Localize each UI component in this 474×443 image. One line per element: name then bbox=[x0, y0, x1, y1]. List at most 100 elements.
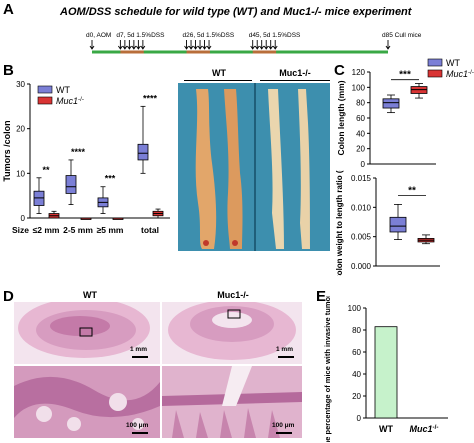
histology-muc1-highmag: 100 μm bbox=[162, 366, 302, 438]
panel-a-title: AOM/DSS schedule for wild type (WT) and … bbox=[60, 6, 412, 18]
length-ytick-label-4: 80 bbox=[356, 99, 365, 108]
panel-d-label: D bbox=[3, 288, 14, 305]
dss-arrow-1-0 bbox=[118, 40, 123, 50]
dss-arrow-1-4 bbox=[136, 40, 141, 50]
tumors-legend-label-1: Muc1-/- bbox=[56, 96, 84, 106]
invasive-ytick-label-5: 100 bbox=[348, 304, 362, 313]
dss-block-3 bbox=[252, 50, 277, 54]
timeline-label-0: d0, AOM bbox=[86, 32, 111, 39]
dss-arrow-1-3 bbox=[131, 40, 137, 50]
length-legend-swatch-0 bbox=[427, 58, 443, 67]
tumors-size-prefix: Size bbox=[12, 225, 29, 235]
tumors-legend-label-0: WT bbox=[56, 85, 70, 95]
tumors-WT-3-box bbox=[137, 143, 149, 161]
invasive-ytick-label-2: 40 bbox=[352, 370, 361, 379]
dss-arrow-3-4 bbox=[268, 40, 274, 50]
panel-c-label: C bbox=[334, 62, 345, 79]
tumors-significance-0: ** bbox=[42, 165, 50, 175]
length-WT-box bbox=[382, 98, 400, 109]
panel-e-label: E bbox=[316, 288, 327, 305]
length-legend-label-1: Muc1-/- bbox=[446, 69, 474, 79]
tumors-xtick-label-3: total bbox=[141, 225, 159, 235]
ratio-significance: ** bbox=[408, 186, 416, 197]
timeline-arrow-4 bbox=[385, 40, 391, 50]
length-ytick-label-0: 0 bbox=[361, 160, 366, 169]
invasive-ylabel: The percentage of mice with invasive tum… bbox=[323, 296, 332, 442]
length-legend-label-0: WT bbox=[446, 58, 460, 68]
timeline-label-4: d85 Cull mice bbox=[382, 32, 422, 39]
weight-length-ratio-chart: Colon weight to length ratio (g) 0.000 0.0… bbox=[336, 170, 440, 276]
length-ytick-label-2: 40 bbox=[356, 129, 365, 138]
histology-header-muc1: Muc1-/- bbox=[217, 290, 249, 300]
timeline-label-2: d26, 5d 1.5%DSS bbox=[183, 32, 235, 39]
tumors-significance-3: **** bbox=[143, 93, 158, 103]
photo-header-wt: WT bbox=[212, 68, 226, 78]
ratio-ytick-label-0: 0.000 bbox=[351, 262, 372, 271]
dss-arrow-1-1 bbox=[122, 40, 128, 50]
length-ylabel: Colon length (mm) bbox=[336, 80, 346, 155]
length-significance: *** bbox=[399, 70, 411, 81]
tumors-ylabel: Tumors /colon bbox=[2, 120, 12, 181]
tumors-ytick-label-0: 0 bbox=[21, 214, 26, 223]
tumors-ytick-label-3: 30 bbox=[16, 80, 25, 89]
invasive-xtick-label-1: Muc1-/- bbox=[410, 424, 439, 434]
dss-arrow-3-0 bbox=[250, 40, 256, 50]
scalebar-label-2: 1 mm bbox=[276, 346, 293, 353]
photo-header-line-muc1 bbox=[260, 80, 330, 81]
timeline-label-1: d7, 5d 1.5%DSS bbox=[116, 32, 165, 39]
ratio-WT-box bbox=[389, 216, 407, 233]
dss-block-2 bbox=[186, 50, 210, 54]
tumors-ytick-label-1: 10 bbox=[16, 169, 25, 178]
tumors-xtick-label-0: ≤2 mm bbox=[33, 225, 60, 235]
dss-arrow-3-1 bbox=[254, 40, 260, 50]
schedule-timeline: d0, AOM d7, 5d 1.5%DSS d26, 5d 1.5%DSS d45,… bbox=[86, 32, 422, 54]
invasive-bar-0 bbox=[374, 326, 398, 419]
timeline-label-3: d45, 5d 1.5%DSS bbox=[249, 32, 301, 39]
length-ytick-label-6: 120 bbox=[352, 68, 366, 77]
histology-wt-highmag: 100 μm bbox=[14, 366, 160, 438]
tumors-per-colon-chart: Tumors /colon 0 10 20 30 ** ≤2 mm **** 2-5 mm ***… bbox=[2, 80, 170, 235]
scalebar-label-4: 100 μm bbox=[272, 422, 295, 429]
invasive-ytick-label-0: 0 bbox=[357, 414, 362, 423]
timeline-arrow-0 bbox=[89, 40, 95, 50]
panel-a-label: A bbox=[3, 1, 14, 18]
tumors-significance-2: *** bbox=[105, 174, 116, 184]
dss-arrow-1-5 bbox=[140, 40, 146, 50]
invasive-ytick-label-3: 60 bbox=[352, 348, 361, 357]
invasive-ytick-label-4: 80 bbox=[352, 326, 361, 335]
colon-length-chart: Colon length (mm) 0 20 40 60 80 100 120 *** WTMuc… bbox=[336, 58, 474, 169]
photo-header-muc1: Muc1-/- bbox=[279, 68, 311, 78]
histology-wt-lowmag: 1 mm bbox=[14, 302, 160, 364]
dss-arrow-2-0 bbox=[184, 40, 189, 50]
length-ytick-label-5: 100 bbox=[352, 83, 366, 92]
dss-arrow-2-2 bbox=[193, 40, 198, 50]
tumors-xtick-label-2: ≥5 mm bbox=[97, 225, 124, 235]
dss-arrow-2-1 bbox=[188, 40, 194, 50]
scalebar-label-3: 100 μm bbox=[126, 422, 149, 429]
ratio-ytick-label-1: 0.005 bbox=[351, 233, 372, 242]
length-legend-swatch-1 bbox=[427, 69, 443, 78]
panel-b-label: B bbox=[3, 62, 14, 79]
ratio-ytick-label-2: 0.010 bbox=[351, 203, 372, 212]
tumors-WT-1-box bbox=[65, 175, 77, 194]
dss-block-1 bbox=[120, 50, 144, 54]
colon-photograph bbox=[178, 83, 330, 251]
dss-arrow-2-5 bbox=[206, 40, 212, 50]
dss-arrow-3-3 bbox=[263, 40, 269, 50]
dss-arrow-3-5 bbox=[272, 40, 278, 50]
invasive-tumors-chart: The percentage of mice with invasive tum… bbox=[323, 296, 448, 442]
invasive-xtick-label-0: WT bbox=[379, 424, 393, 434]
dss-arrow-1-2 bbox=[127, 40, 132, 50]
scalebar-label-1: 1 mm bbox=[130, 346, 147, 353]
photo-header-line-wt bbox=[184, 80, 252, 81]
ratio-ytick-label-3: 0.015 bbox=[351, 174, 372, 183]
tumors-xtick-label-1: 2-5 mm bbox=[63, 225, 93, 235]
tumors-legend-swatch-0 bbox=[37, 85, 53, 94]
length-ytick-label-3: 60 bbox=[356, 114, 365, 123]
tumors-significance-1: **** bbox=[71, 147, 86, 157]
histology-header-wt: WT bbox=[83, 290, 97, 300]
tumors-legend-swatch-1 bbox=[37, 96, 53, 105]
histology-muc1-lowmag: 1 mm bbox=[162, 302, 302, 364]
dss-arrow-2-4 bbox=[202, 40, 207, 50]
ratio-ylabel: Colon weight to length ratio (g) bbox=[336, 170, 344, 276]
